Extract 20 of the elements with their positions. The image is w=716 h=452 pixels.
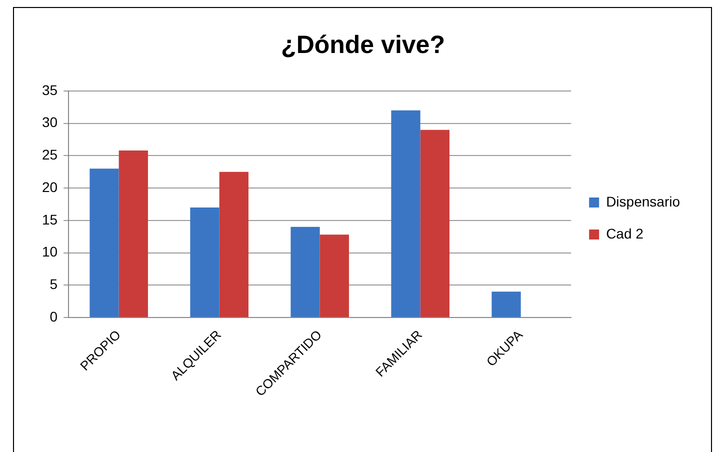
chart-title: ¿Dónde vive?: [281, 30, 445, 59]
y-tick-label: 5: [50, 276, 58, 292]
legend-label: Dispensario: [606, 193, 680, 210]
y-tick-label: 20: [42, 178, 58, 195]
bar: [391, 110, 420, 318]
bar: [492, 292, 521, 318]
bar: [190, 207, 220, 318]
y-tick-label: 30: [42, 114, 58, 130]
bar: [290, 226, 320, 318]
bar: [420, 130, 450, 318]
y-tick-label: 35: [42, 82, 58, 98]
bar: [118, 150, 148, 318]
y-tick-label: 0: [50, 308, 58, 324]
bar: [90, 168, 119, 318]
bar: [320, 234, 349, 318]
y-tick-label: 25: [42, 146, 58, 163]
y-tick-label: 10: [42, 244, 58, 260]
bar: [219, 172, 248, 318]
y-tick-label: 15: [42, 211, 58, 228]
legend-label: Cad 2: [606, 225, 644, 242]
